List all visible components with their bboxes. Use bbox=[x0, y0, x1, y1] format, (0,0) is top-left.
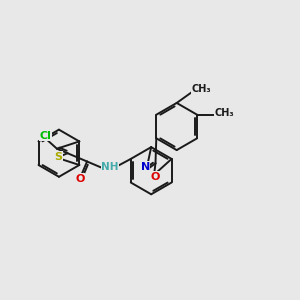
Text: CH₃: CH₃ bbox=[192, 84, 212, 94]
Text: Cl: Cl bbox=[40, 130, 52, 140]
Text: O: O bbox=[151, 172, 160, 182]
Text: N: N bbox=[141, 162, 150, 172]
Text: CH₃: CH₃ bbox=[215, 108, 234, 118]
Text: S: S bbox=[54, 152, 62, 162]
Text: NH: NH bbox=[101, 163, 118, 172]
Text: O: O bbox=[76, 174, 85, 184]
